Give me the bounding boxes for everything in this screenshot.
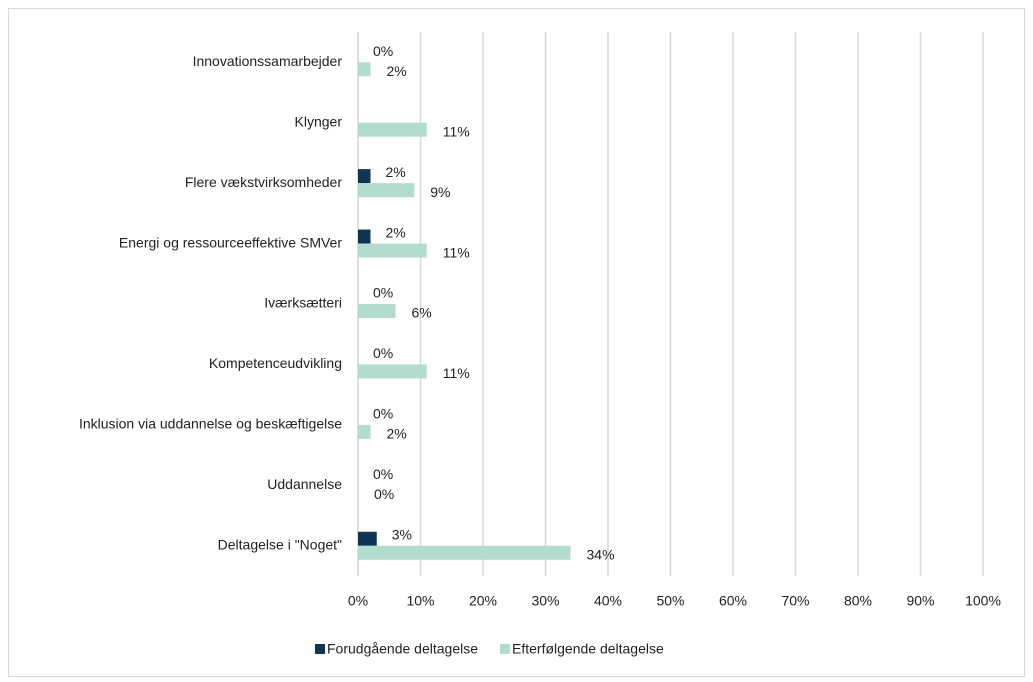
bar [358,545,571,560]
y-tick-label: Iværksætteri [264,295,342,311]
bar [358,531,377,546]
bar [358,229,371,244]
x-tick-label: 80% [844,593,872,609]
data-label: 0% [373,466,393,482]
data-label: 2% [386,224,406,240]
legend-label: Efterfølgende deltagelse [512,641,664,657]
data-label: 0% [374,486,394,502]
y-tick-label: Klynger [295,113,343,129]
data-label: 2% [387,426,407,442]
legend-label: Forudgående deltagelse [327,641,478,657]
bar [358,364,427,379]
x-tick-label: 30% [531,593,559,609]
data-label: 11% [443,365,470,381]
data-label: 3% [392,526,412,542]
y-tick-label: Deltagelse i "Noget" [218,536,342,552]
data-label: 0% [373,43,393,59]
data-label: 0% [373,406,393,422]
y-tick-label: Uddannelse [267,476,342,492]
bar [358,183,415,198]
x-tick-label: 60% [719,593,747,609]
legend-swatch [315,644,325,654]
data-label: 34% [587,546,615,562]
data-label: 2% [387,63,407,79]
x-tick-label: 10% [406,593,434,609]
bar [358,62,371,77]
x-tick-label: 50% [656,593,684,609]
chart-frame [8,8,1025,677]
data-label: 0% [373,345,393,361]
x-tick-label: 20% [469,593,497,609]
bar [358,243,427,258]
data-label: 11% [443,123,470,139]
y-tick-label: Inklusion via uddannelse og beskæftigels… [79,416,342,432]
x-tick-label: 100% [965,593,1001,609]
y-tick-label: Flere vækstvirksomheder [185,174,342,190]
y-tick-label: Energi og ressourceeffektive SMVer [119,234,342,250]
data-label: 0% [373,285,393,301]
legend-swatch [500,644,511,654]
data-label: 11% [443,244,470,260]
bar [358,424,371,439]
x-tick-label: 90% [906,593,934,609]
data-label: 6% [412,305,432,321]
bar [358,122,427,137]
y-tick-label: Kompetenceudvikling [209,355,342,371]
bar [358,304,396,318]
y-tick-label: Innovationssamarbejder [193,53,343,69]
x-tick-label: 0% [348,593,368,609]
x-tick-label: 70% [781,593,809,609]
x-tick-label: 40% [594,593,622,609]
data-label: 2% [386,164,406,180]
bar [358,169,371,184]
data-label: 9% [430,184,450,200]
